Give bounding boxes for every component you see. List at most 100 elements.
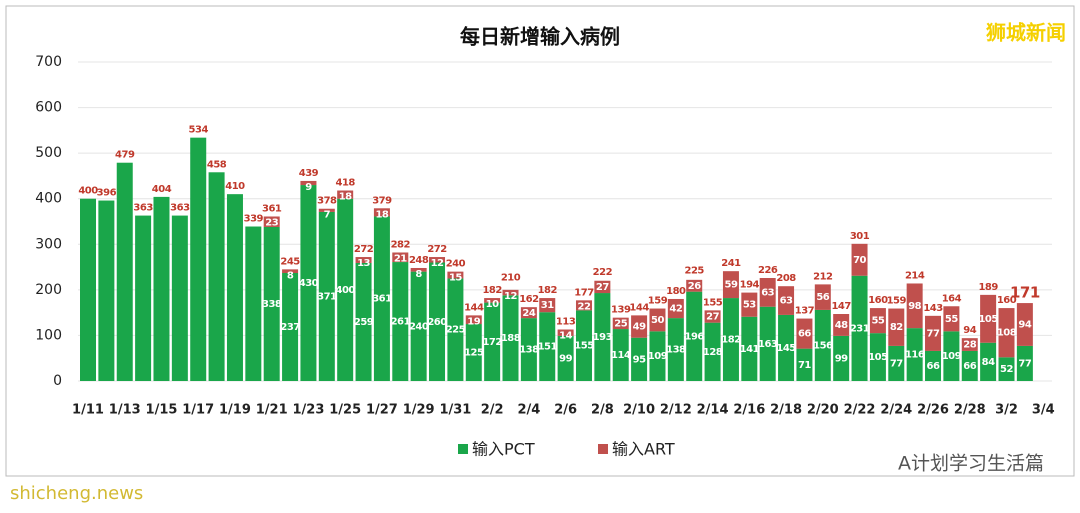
x-tick-label: 2/18 <box>770 403 802 418</box>
x-tick-label: 1/19 <box>219 403 251 418</box>
pct-label: 141 <box>740 344 760 355</box>
bar-art <box>484 298 501 303</box>
bar-art <box>833 314 850 336</box>
art-label: 82 <box>890 322 903 333</box>
bar-pct <box>814 309 831 381</box>
art-label: 59 <box>724 280 737 291</box>
art-label: 50 <box>651 315 664 326</box>
bar-pct <box>925 350 942 381</box>
total-label: 177 <box>574 287 594 298</box>
bar-art <box>851 243 868 276</box>
x-tick-label: 3/2 <box>995 403 1018 418</box>
pct-label: 237 <box>280 322 300 333</box>
art-label: 23 <box>265 217 278 228</box>
total-label: 164 <box>942 293 962 304</box>
bar-pct <box>961 350 978 381</box>
bar-art <box>373 208 390 217</box>
bar-pct <box>300 185 317 381</box>
pct-label: 151 <box>538 342 558 353</box>
bar-art <box>337 190 354 199</box>
bar-pct <box>410 271 427 381</box>
bar-art <box>796 318 813 349</box>
watermark: 狮城新闻 <box>986 21 1066 45</box>
total-label: 160 <box>868 295 888 306</box>
art-label: 24 <box>522 308 535 319</box>
art-label: 63 <box>761 287 774 298</box>
pct-label: 371 <box>317 291 337 302</box>
pct-label: 138 <box>519 345 539 356</box>
bar-pct <box>318 211 335 381</box>
total-label: 210 <box>501 272 521 283</box>
bar-pct <box>373 216 390 381</box>
legend-swatch <box>458 444 468 454</box>
total-label: 245 <box>280 256 300 267</box>
bar-art <box>300 180 317 186</box>
bar-pct <box>1016 345 1033 381</box>
art-label: 25 <box>614 319 627 330</box>
legend-label: 输入PCT <box>472 440 535 459</box>
art-label: 55 <box>945 314 958 325</box>
legend-swatch <box>598 444 608 454</box>
x-tick-label: 1/29 <box>403 403 435 418</box>
bar-pct <box>594 293 611 381</box>
pct-label: 361 <box>372 294 392 305</box>
x-tick-label: 2/10 <box>623 403 655 418</box>
art-label: 8 <box>415 269 422 280</box>
bar-pct <box>943 331 960 381</box>
pct-label: 172 <box>482 337 502 348</box>
pct-label: 400 <box>335 285 355 296</box>
bar-art <box>686 279 703 292</box>
total-label: 208 <box>776 273 796 284</box>
bar-pct <box>153 196 170 381</box>
pct-label: 105 <box>868 352 888 363</box>
y-tick-label: 700 <box>35 54 62 70</box>
bar-art <box>778 286 795 315</box>
total-label: 400 <box>78 186 98 197</box>
art-label: 77 <box>927 328 940 339</box>
bar-art <box>575 300 592 311</box>
bar-pct <box>631 337 648 381</box>
art-label: 98 <box>908 301 921 312</box>
x-tick-label: 2/16 <box>733 403 765 418</box>
bar-art <box>410 267 427 272</box>
total-label: 144 <box>629 302 649 313</box>
bar-art <box>447 271 464 279</box>
pct-label: 145 <box>776 343 796 354</box>
art-label: 8 <box>287 270 294 281</box>
x-tick-label: 2/14 <box>697 403 729 418</box>
art-label: 66 <box>798 329 811 340</box>
art-label: 108 <box>997 328 1017 339</box>
art-label: 105 <box>978 314 998 325</box>
art-label: 49 <box>633 322 646 333</box>
total-label: 180 <box>666 286 686 297</box>
bar-pct <box>190 137 207 381</box>
bar-pct <box>741 316 758 381</box>
x-tick-label: 2/2 <box>481 403 504 418</box>
total-label: 378 <box>317 196 337 207</box>
bar-art <box>906 283 923 329</box>
bar-art <box>722 271 739 299</box>
x-tick-label: 1/11 <box>72 403 104 418</box>
total-label: 396 <box>97 188 117 199</box>
x-tick-label: 1/21 <box>256 403 288 418</box>
art-label: 15 <box>449 273 462 284</box>
bar-art <box>704 310 721 323</box>
art-label: 56 <box>816 292 829 303</box>
pct-label: 71 <box>798 360 811 371</box>
bar-pct <box>888 345 905 381</box>
art-label: 7 <box>324 210 331 221</box>
pct-label: 66 <box>963 361 976 372</box>
x-tick-label: 1/23 <box>292 403 324 418</box>
bar-art <box>869 308 886 334</box>
x-tick-label: 1/13 <box>109 403 141 418</box>
x-tick-label: 1/31 <box>439 403 471 418</box>
x-tick-label: 3/4 <box>1032 403 1055 418</box>
y-tick-label: 100 <box>35 327 62 343</box>
pct-label: 77 <box>890 358 903 369</box>
art-label: 55 <box>871 316 884 327</box>
art-label: 94 <box>1018 319 1031 330</box>
pct-label: 196 <box>685 331 705 342</box>
total-label: 339 <box>244 214 264 225</box>
total-label: 222 <box>593 267 613 278</box>
